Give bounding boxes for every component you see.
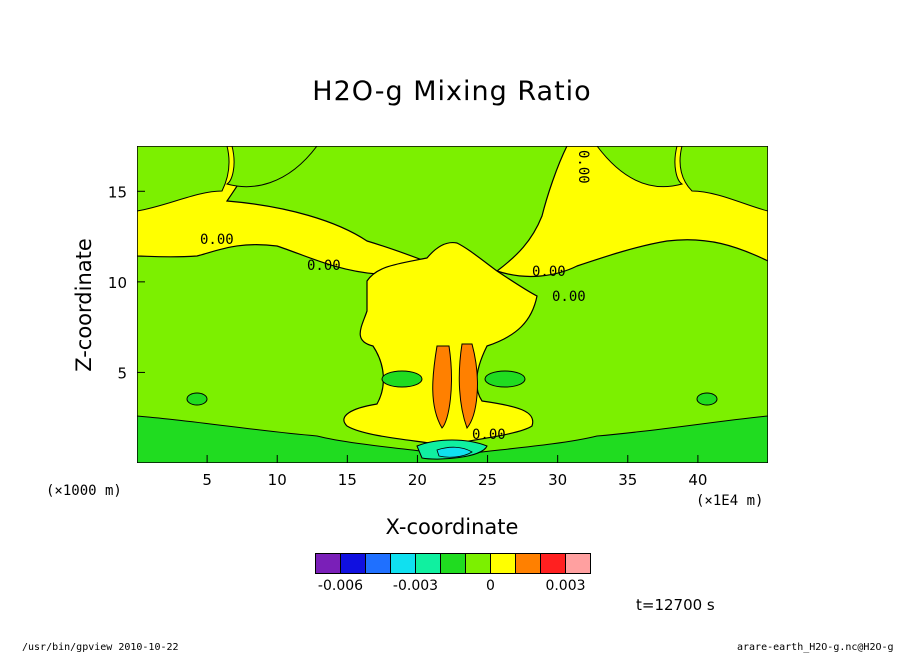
x-tick-label: 20 [408,471,427,489]
contour-plot: 0.00 0.00 0.00 0.00 0.00 0.00 [137,146,768,463]
x-tick-label: 15 [338,471,357,489]
x-tick-label: 30 [548,471,567,489]
colorbar-tick-label: 0.003 [545,578,585,594]
lime-upper-left-corner [137,146,230,212]
green-patch-far-right [696,392,718,406]
lime-upper-right-corner [679,146,768,212]
colorbar-tick-label: 0 [486,578,495,594]
orange-column-left [432,345,452,429]
orange-column-right [458,343,478,429]
x-tick-label: 25 [478,471,497,489]
green-patch-far-left [186,392,208,406]
contour-label: 0.00 [532,264,566,280]
x-tick-label: 10 [268,471,287,489]
lime-top-center-right [596,146,684,188]
contour-label: 0.00 [307,258,341,274]
colorbar: -0.006 -0.003 0 0.003 [315,553,591,594]
footer-right: arare-earth_H2O-g.nc@H2O-g [737,642,894,653]
green-patch-right [484,370,526,388]
blue-core [436,446,473,458]
y-axis-label: Z-coordinate [72,238,96,372]
colorbar-swatch [490,553,516,574]
y-tick-label: 5 [117,364,127,382]
footer-left: /usr/bin/gpview 2010-10-22 [22,642,179,653]
contour-label: 0.00 [575,150,591,184]
contour-label: 0.00 [472,427,506,443]
x-axis-label: X-coordinate [385,515,519,539]
contour-label: 0.00 [200,232,234,248]
colorbar-swatch [365,553,391,574]
y-tick-label: 10 [108,274,127,292]
colorbar-swatch [340,553,366,574]
y-tick-label: 15 [108,183,127,201]
x-unit-label: (×1E4 m) [696,493,764,509]
colorbar-swatch [440,553,466,574]
colorbar-tick-label: -0.003 [393,578,438,594]
lime-top-center [225,146,318,188]
y-unit-label: (×1000 m) [46,483,122,499]
colorbar-swatch [565,553,591,574]
colorbar-swatch [465,553,491,574]
colorbar-swatch [415,553,441,574]
chart-title: H2O-g Mixing Ratio [312,76,592,107]
colorbar-swatch [515,553,541,574]
x-tick-label: 40 [688,471,707,489]
colorbar-tick-label: -0.006 [318,578,363,594]
colorbar-swatch [315,553,341,574]
yellow-central-plume [343,241,538,447]
colorbar-swatch [540,553,566,574]
time-label: t=12700 s [636,596,715,614]
x-tick-label: 5 [202,471,212,489]
x-tick-label: 35 [618,471,637,489]
contour-label: 0.00 [552,289,586,305]
green-patch-left [381,370,423,388]
colorbar-swatch [390,553,416,574]
